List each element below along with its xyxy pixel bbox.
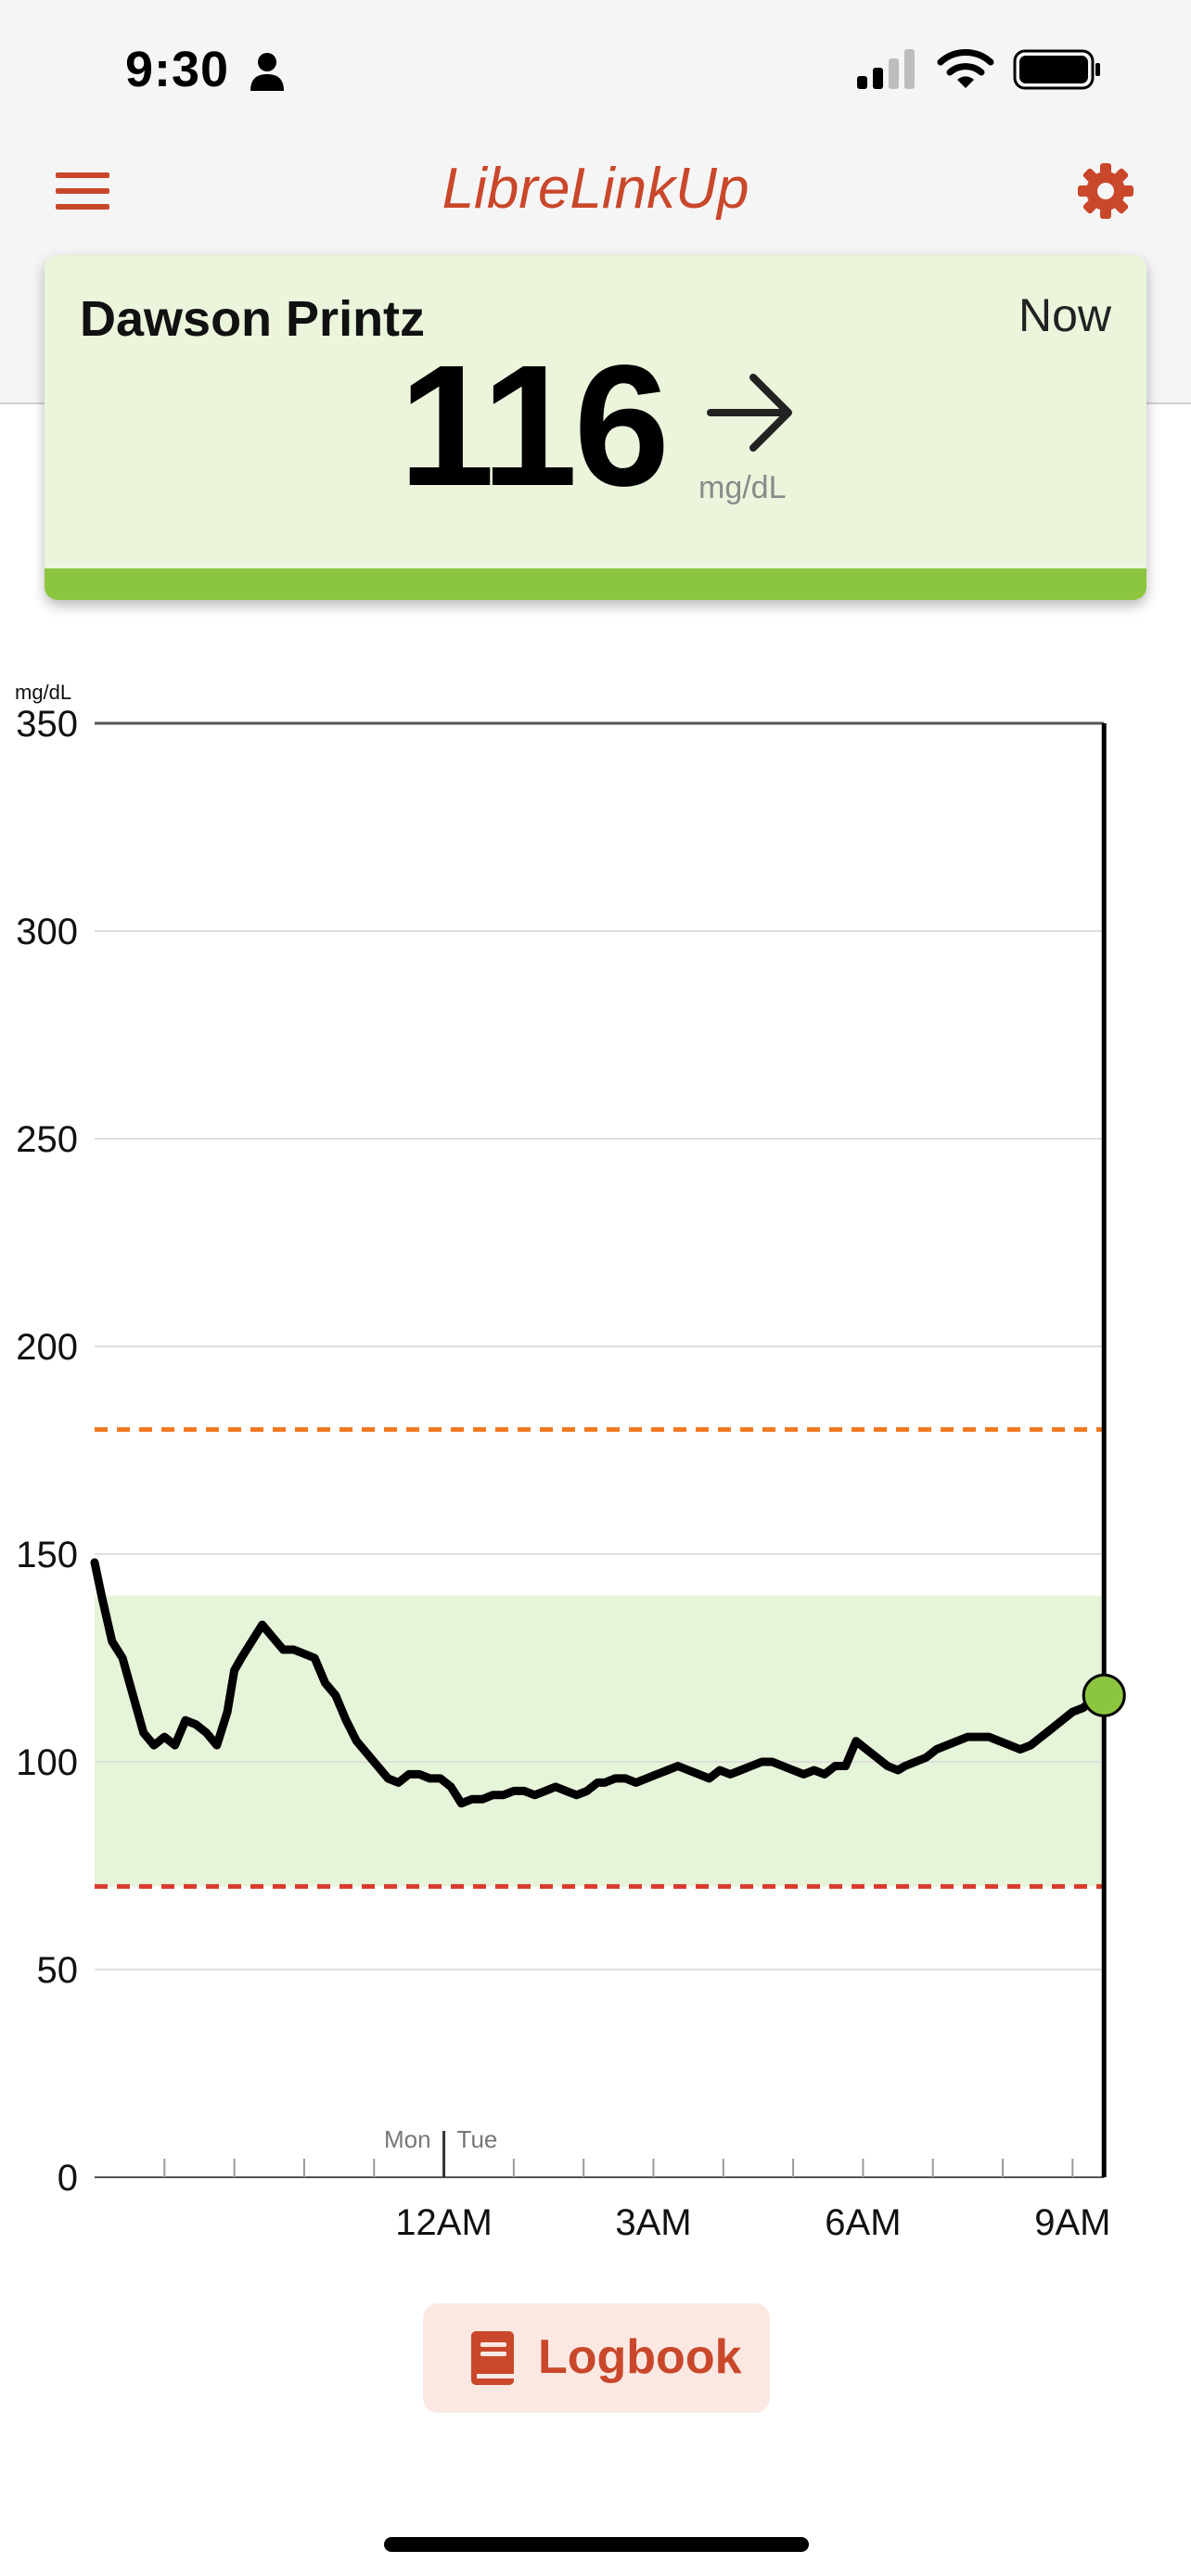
x-tick-label: 3AM xyxy=(615,2202,691,2243)
glucose-chart[interactable]: 0 50 100 150 200 250 300 350 mg/dL Mon Tue 12AM 3AM 6… xyxy=(0,668,1191,2263)
status-time: 9:30 xyxy=(125,42,230,97)
y-tick-label: 300 xyxy=(16,912,78,952)
x-tick-label: 12AM xyxy=(395,2202,493,2243)
day-label-tue: Tue xyxy=(457,2125,498,2153)
book-icon xyxy=(471,2331,514,2385)
patient-name: Dawson Printz xyxy=(80,291,426,347)
day-label-mon: Mon xyxy=(384,2125,431,2153)
y-tick-label: 350 xyxy=(16,704,78,745)
wifi-icon xyxy=(937,49,994,88)
status-bar: 9:30 xyxy=(0,0,1191,139)
app-title: LibreLinkUp xyxy=(442,157,749,221)
logbook-label: Logbook xyxy=(538,2330,742,2384)
logbook-button[interactable]: Logbook xyxy=(423,2303,770,2413)
reading-time: Now xyxy=(1018,289,1111,341)
cellular-signal-icon xyxy=(857,49,915,89)
hamburger-menu-icon[interactable] xyxy=(54,167,113,215)
battery-icon xyxy=(1013,49,1100,90)
current-reading-card[interactable]: Dawson Printz Now 116 mg/dL xyxy=(45,255,1146,600)
arrow-right-icon xyxy=(707,374,792,452)
y-tick-label: 150 xyxy=(16,1535,78,1575)
target-range-band xyxy=(95,1595,1105,1887)
nav-bar: LibreLinkUp xyxy=(0,139,1191,241)
glucose-value: 116 xyxy=(399,330,670,522)
y-tick-label: 200 xyxy=(16,1327,78,1368)
x-tick-label: 6AM xyxy=(825,2202,901,2243)
x-tick-label: 9AM xyxy=(1034,2202,1110,2243)
glucose-series-line xyxy=(90,1558,1108,1808)
y-tick-label: 250 xyxy=(16,1119,78,1160)
y-tick-label: 0 xyxy=(58,2158,78,2199)
gear-icon[interactable] xyxy=(1076,161,1135,221)
person-icon xyxy=(250,53,284,91)
glucose-unit: mg/dL xyxy=(698,470,787,505)
current-reading-marker xyxy=(1082,1673,1126,1717)
status-strip xyxy=(45,568,1146,600)
home-indicator xyxy=(384,2537,809,2552)
y-axis-unit: mg/dL xyxy=(15,681,71,704)
y-tick-label: 50 xyxy=(37,1950,79,1991)
y-tick-label: 100 xyxy=(16,1742,78,1783)
